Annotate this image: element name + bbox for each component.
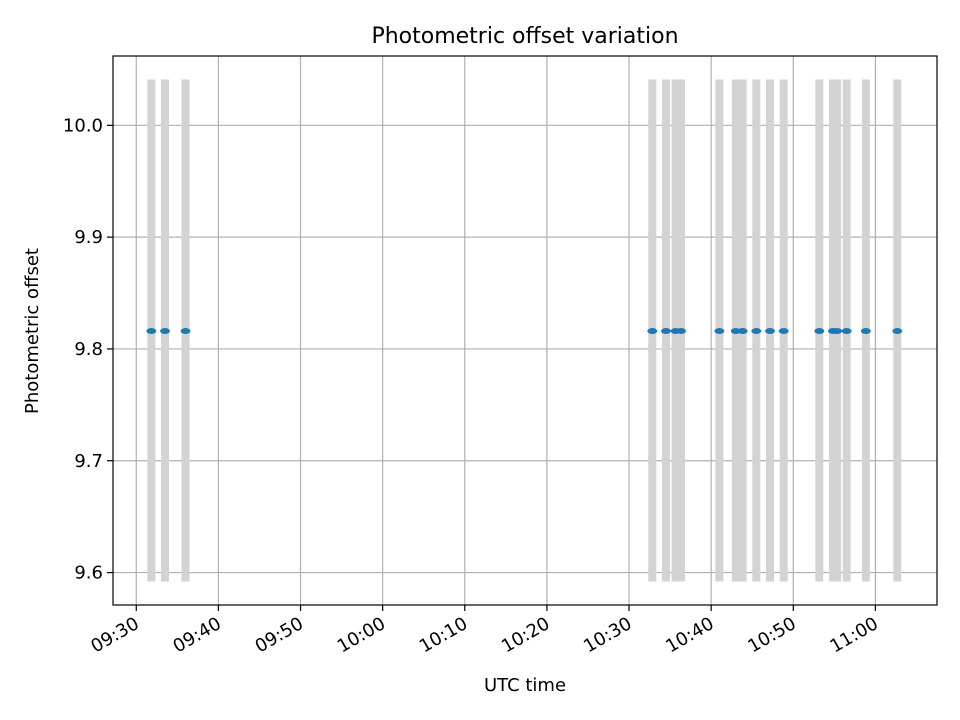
x-tick-label: 09:30 [87, 613, 142, 657]
data-point [841, 328, 852, 335]
y-tick-label: 10.0 [63, 115, 103, 136]
y-axis-ticks: 9.6 9.7 9.8 9.9 10.0 [63, 115, 113, 584]
data-point [660, 328, 671, 335]
data-point [730, 328, 741, 335]
x-tick-label: 10:20 [498, 613, 553, 657]
data-point [860, 328, 871, 335]
data-point [737, 328, 748, 335]
y-tick-label: 9.7 [74, 451, 103, 472]
y-tick-label: 9.6 [74, 563, 103, 584]
data-point [146, 328, 157, 335]
y-tick-label: 9.8 [74, 339, 103, 360]
x-tick-label: 10:00 [334, 613, 389, 657]
x-tick-label: 10:10 [416, 613, 471, 657]
x-tick-label: 09:50 [252, 613, 307, 657]
grid [113, 56, 937, 605]
data-point [160, 328, 171, 335]
y-axis-label: Photometric offset [22, 248, 43, 414]
data-point [892, 328, 903, 335]
data-point [765, 328, 776, 335]
x-tick-label: 10:40 [662, 613, 717, 657]
x-axis-ticks: 09:30 09:40 09:50 10:00 10:10 10:20 10:30 10:40… [87, 605, 882, 657]
data-point [778, 328, 789, 335]
chart-title: Photometric offset variation [371, 24, 678, 49]
data-points [146, 328, 903, 335]
data-point [676, 328, 687, 335]
data-point [714, 328, 725, 335]
data-point [647, 328, 658, 335]
x-axis-label: UTC time [484, 675, 566, 696]
data-point [751, 328, 762, 335]
y-tick-label: 9.9 [74, 227, 103, 248]
plot-frame [112, 55, 938, 606]
data-point [180, 328, 191, 335]
x-tick-label: 10:50 [744, 613, 799, 657]
data-point [814, 328, 825, 335]
data-point [832, 328, 843, 335]
x-tick-label: 10:30 [580, 613, 635, 657]
x-tick-label: 09:40 [169, 613, 224, 657]
x-tick-label: 11:00 [826, 613, 881, 657]
